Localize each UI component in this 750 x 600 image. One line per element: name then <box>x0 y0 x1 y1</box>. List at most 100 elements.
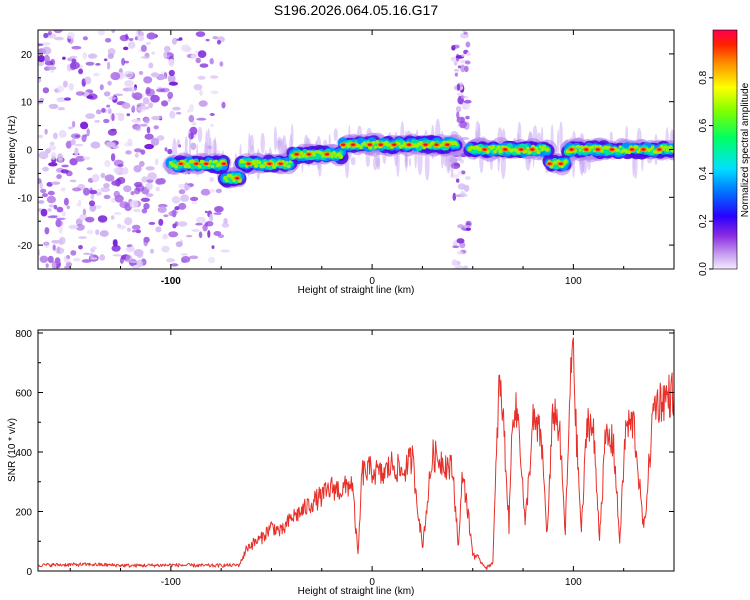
noise-blob <box>195 57 201 64</box>
x-tick-label: -100 <box>161 276 181 287</box>
noise-blob <box>140 197 150 202</box>
trace-blob <box>339 154 344 159</box>
noise-blob <box>191 229 200 232</box>
trace-peak <box>341 143 346 146</box>
noise-blob <box>180 194 190 202</box>
noise-blob <box>113 159 124 167</box>
noise-blob <box>137 35 145 42</box>
noise-blob <box>137 105 147 113</box>
y-tick-label: 400 <box>15 448 32 459</box>
noise-blob <box>49 141 55 146</box>
noise-blob <box>456 116 465 124</box>
noise-blob <box>197 75 206 80</box>
noise-blob <box>123 46 129 51</box>
smear <box>277 136 282 147</box>
trace-blob <box>669 145 673 149</box>
noise-blob <box>53 30 63 34</box>
noise-blob <box>459 193 468 197</box>
noise-blob <box>213 231 222 236</box>
trace-blob <box>539 145 542 149</box>
noise-blob <box>156 88 166 93</box>
noise-blob <box>139 160 145 167</box>
trace-blob <box>455 143 459 147</box>
smear <box>197 126 203 143</box>
noise-blob <box>84 76 92 85</box>
noise-blob <box>167 91 174 99</box>
noise-blob <box>72 187 82 192</box>
noise-blob <box>97 215 108 223</box>
trace-blob <box>198 165 202 169</box>
noise-blob <box>209 113 215 116</box>
noise-blob <box>210 90 219 95</box>
noise-blob <box>86 167 93 171</box>
noise-blob <box>63 197 69 206</box>
noise-blob <box>41 46 52 55</box>
noise-blob <box>107 129 117 136</box>
noise-blob <box>50 69 55 73</box>
noise-blob <box>196 216 206 224</box>
noise-blob <box>199 63 209 68</box>
noise-blob <box>104 174 115 182</box>
noise-blob <box>42 166 49 172</box>
trace-peak <box>519 148 524 151</box>
noise-blob <box>452 165 459 169</box>
noise-blob <box>105 141 116 148</box>
trace-blob <box>496 145 501 150</box>
trace-blob <box>616 148 621 153</box>
trace-peak <box>423 143 428 146</box>
chart-title: S196.2026.064.05.16.G17 <box>274 2 438 18</box>
snr-frame <box>37 329 675 572</box>
noise-blob <box>104 38 112 43</box>
noise-blob <box>103 194 111 200</box>
noise-blob <box>150 248 154 254</box>
noise-blob <box>163 214 169 218</box>
trace-blob <box>491 144 496 149</box>
noise-blob <box>214 206 224 213</box>
noise-blob <box>86 128 90 137</box>
noise-blob <box>111 244 121 252</box>
smear <box>184 136 188 150</box>
y-tick-label: 0 <box>26 567 32 578</box>
noise-blob <box>88 200 96 207</box>
noise-blob <box>463 31 468 35</box>
noise-blob <box>195 31 206 37</box>
noise-blob <box>464 65 469 73</box>
noise-blob <box>140 56 149 59</box>
noise-blob <box>86 229 94 235</box>
noise-blob <box>48 162 58 167</box>
noise-blob <box>141 176 149 183</box>
noise-blob <box>164 45 171 53</box>
colorbar-label: Normalized spectral amplitude <box>740 82 750 217</box>
trace-blob <box>375 140 380 144</box>
trace-peak <box>235 177 240 180</box>
noise-blob <box>128 38 134 41</box>
noise-blob <box>133 95 139 99</box>
y-tick-label: 600 <box>15 388 32 399</box>
noise-blob <box>106 104 111 108</box>
noise-blob <box>56 206 64 213</box>
noise-blob <box>97 30 105 36</box>
noise-blob <box>171 209 177 218</box>
noise-blob <box>85 61 95 66</box>
noise-blob <box>141 208 148 214</box>
noise-blob <box>132 229 137 233</box>
noise-blob <box>113 167 120 173</box>
noise-blob <box>44 227 50 235</box>
noise-blob <box>119 34 130 42</box>
noise-blob <box>62 56 66 60</box>
noise-blob <box>138 49 142 53</box>
trace-blob <box>187 164 191 169</box>
noise-blob <box>117 225 127 230</box>
trace-blob <box>301 154 305 158</box>
noise-blob <box>190 196 199 202</box>
noise-blob <box>50 152 57 160</box>
noise-blob <box>51 181 61 185</box>
noise-blob <box>209 177 215 182</box>
trace-blob <box>261 164 266 169</box>
noise-blob <box>461 170 466 175</box>
trace-blob <box>359 145 363 150</box>
smear <box>372 155 378 171</box>
snr-series-line <box>38 337 674 571</box>
trace-peak <box>445 143 450 146</box>
noise-blob <box>68 126 73 130</box>
